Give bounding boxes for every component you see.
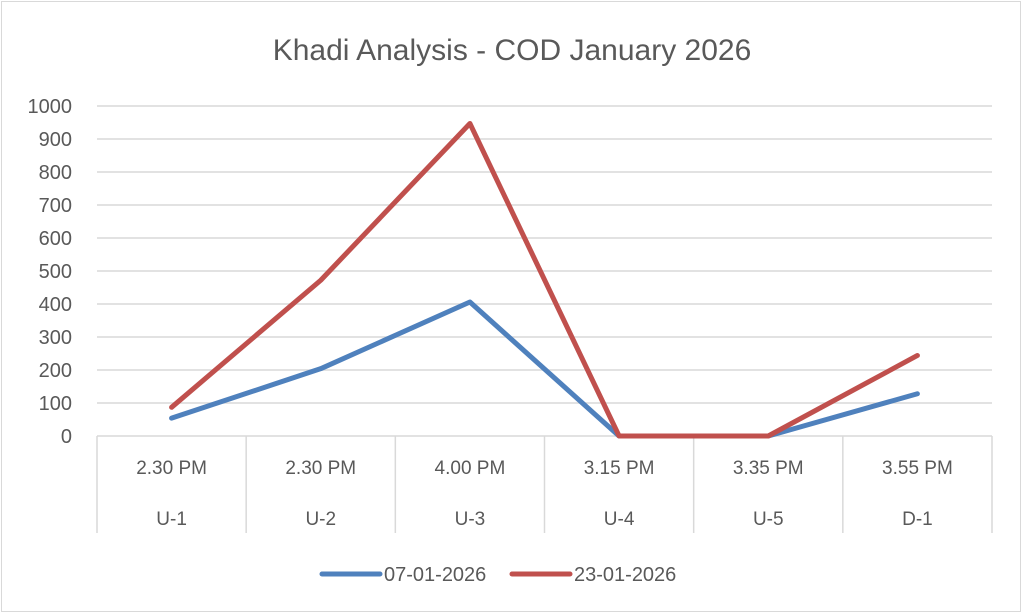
x-tick-unit: U-3 xyxy=(455,509,486,530)
y-tick-label: 600 xyxy=(39,228,72,250)
x-tick-time: 3.15 PM xyxy=(584,458,655,479)
x-tick-unit: U-2 xyxy=(305,509,336,530)
y-tick-label: 800 xyxy=(39,162,72,184)
y-tick-label: 500 xyxy=(39,261,72,283)
x-tick-unit: U-5 xyxy=(753,509,784,530)
chart-title: Khadi Analysis - COD January 2026 xyxy=(273,34,752,67)
y-tick-label: 100 xyxy=(39,393,72,415)
series-line-07-01-2026 xyxy=(169,299,920,439)
y-tick-label: 200 xyxy=(39,360,72,382)
x-tick-unit: D-1 xyxy=(902,509,933,530)
x-tick-time: 4.00 PM xyxy=(435,458,506,479)
y-tick-label: 700 xyxy=(39,195,72,217)
legend-label: 23-01-2026 xyxy=(574,564,676,586)
x-tick-unit: U-4 xyxy=(604,509,635,530)
x-tick-time: 3.55 PM xyxy=(882,458,953,479)
y-tick-label: 400 xyxy=(39,294,72,316)
x-tick-unit: U-1 xyxy=(156,509,187,530)
y-tick-label: 0 xyxy=(61,426,72,448)
series-line-23-01-2026 xyxy=(169,120,920,439)
y-tick-label: 300 xyxy=(39,327,72,349)
y-tick-label: 900 xyxy=(39,129,72,151)
y-tick-label: 1000 xyxy=(28,96,73,118)
legend-label: 07-01-2026 xyxy=(384,564,486,586)
x-tick-time: 2.30 PM xyxy=(285,458,356,479)
x-tick-time: 2.30 PM xyxy=(136,458,207,479)
x-tick-time: 3.35 PM xyxy=(733,458,804,479)
